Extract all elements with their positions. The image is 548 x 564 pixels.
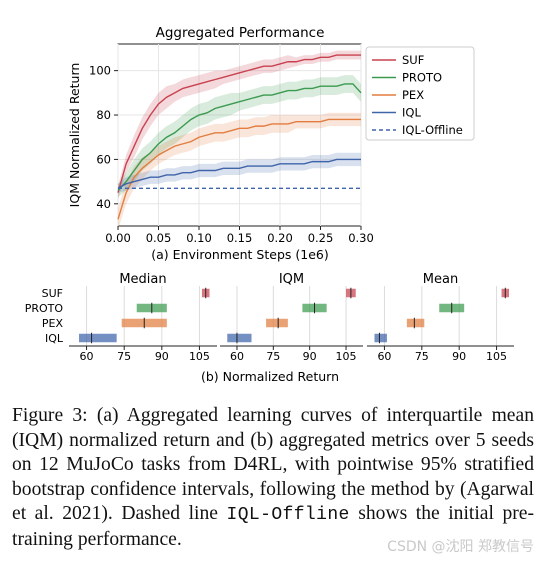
legend-label-iql-offline: IQL-Offline [402,123,463,137]
band-proto [118,75,361,198]
interval-iql [79,333,117,343]
legend-label-pex: PEX [402,88,424,102]
x-tick-labels: 0.00 0.05 0.10 0.15 0.20 0.25 0.30 [105,226,374,245]
series-lines [117,54,362,220]
tick-label: 90 [303,350,317,363]
tick-label: 90 [155,350,169,363]
band-pex [118,112,361,231]
watermark: CSDN @沈阳 郑教信号 [387,539,534,555]
category-label-proto: PROTO [25,302,64,315]
tick-label: 105 [336,350,357,363]
line-pex [117,118,361,220]
tick-label: 75 [117,350,131,363]
y-axis-label: IQM Normalized Return [67,63,82,208]
tick-label: 75 [415,350,429,363]
category-label-iql: IQL [45,332,64,345]
chart-title: Aggregated Performance [156,25,325,41]
legend-label-proto: PROTO [402,71,442,85]
legend-box [365,46,475,141]
interval-iql [374,333,387,343]
y-tick-label: 100 [89,64,111,78]
interval-pex [406,318,425,328]
x-tick-label: 0.30 [348,231,374,245]
interval-iql [227,333,252,343]
line-suf [117,54,361,193]
tick-label: 105 [486,350,507,363]
x-tick-label: 0.00 [105,231,131,245]
band-suf [118,50,361,200]
category-labels: SUF PROTO PEX IQL [25,287,64,345]
y-tick-label: 60 [96,152,111,166]
legend-label-iql: IQL [402,106,421,120]
figure-caption: Figure 3: (a) Aggregated learning curves… [12,404,534,553]
gridlines [117,44,362,226]
confidence-bands [118,50,361,231]
panel-median: Median 60 75 90 105 [69,272,217,363]
x-tick-label: 0.05 [146,231,172,245]
figure: Aggregated Performance 0.00 0.05 0.10 0.15 0… [25,25,514,384]
panel-title: Median [119,272,166,287]
panel-title: Mean [423,272,458,287]
line-iql [117,158,361,189]
band-iql [118,152,361,193]
y-tick-labels: 40 60 80 100 [89,64,118,211]
caption-tail: shows the initial pre-training performan… [12,503,534,550]
panel-title: IQM [279,272,304,287]
caption-text: Figure 3: (a) Aggregated learning curves… [12,405,534,525]
tick-label: 90 [452,350,466,363]
x-tick-label: 0.10 [186,231,212,245]
x-axis-label: (a) Environment Steps (1e6) [151,247,328,262]
tick-label: 60 [377,350,391,363]
y-tick-label: 40 [96,197,111,211]
x-tick-label: 0.15 [227,231,253,245]
aggregate-metrics-panels: SUF PROTO PEX IQL Median 60 75 90 105 IQM 60 75 90 1… [25,272,514,384]
x-tick-label: 0.20 [267,231,293,245]
x-axis-label-b: (b) Normalized Return [201,369,339,384]
tick-label: 60 [80,350,94,363]
tick-label: 60 [230,350,244,363]
caption-code: IQL-Offline [226,505,350,526]
x-tick-label: 0.25 [308,231,334,245]
learning-curve-panel: Aggregated Performance 0.00 0.05 0.10 0.15 0… [67,25,475,262]
panel-mean: Mean 60 75 90 105 [367,272,514,363]
y-tick-label: 80 [96,108,111,122]
line-proto [117,83,362,191]
legend: SUF PROTO PEX IQL IQL-Offline [365,46,475,141]
legend-label-suf: SUF [402,53,424,67]
category-label-suf: SUF [42,287,63,300]
interval-pex [266,318,288,328]
interval-plots: Median 60 75 90 105 IQM 60 75 90 105 Mean 60 75 90 105 [69,272,514,363]
tick-label: 75 [266,350,280,363]
panel-iqm: IQM 60 75 90 105 [220,272,363,363]
tick-label: 105 [189,350,210,363]
category-label-pex: PEX [42,317,64,330]
